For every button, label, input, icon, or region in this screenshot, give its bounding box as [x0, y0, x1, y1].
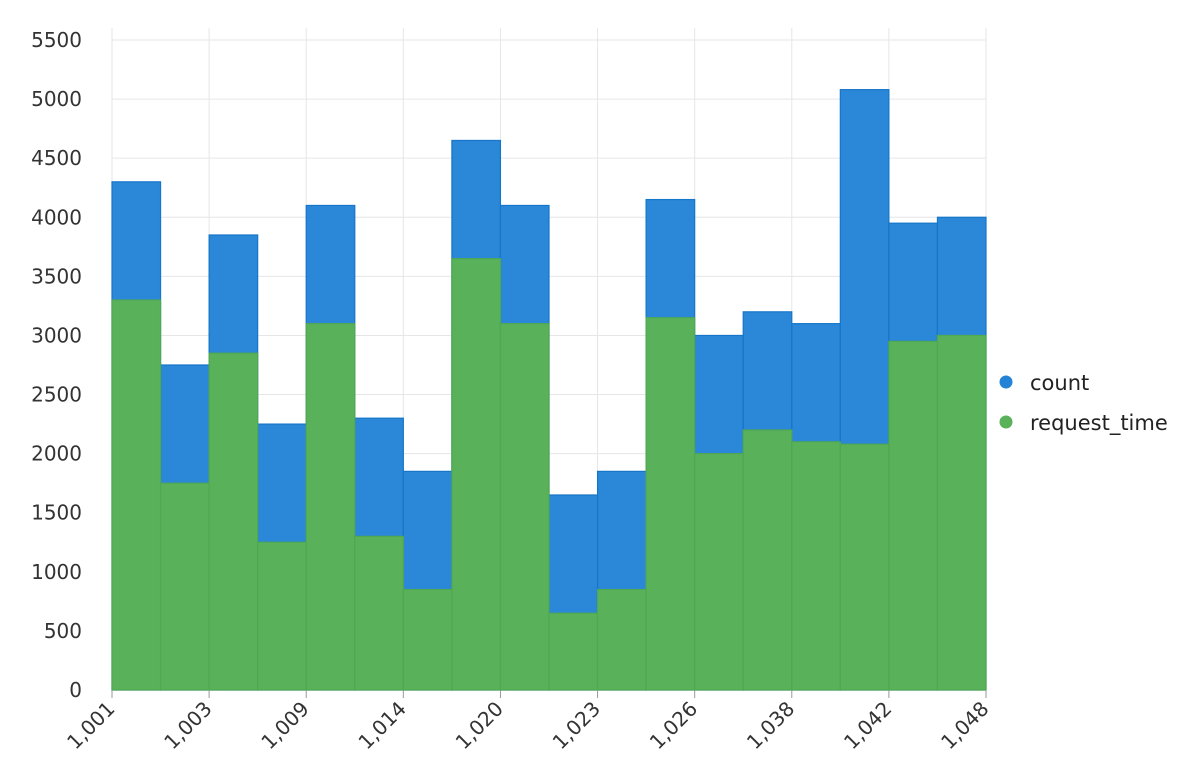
x-axis: 1,001 1,003 1,009 1,014 1,020 1,023 1,026 1,038… — [62, 690, 994, 754]
bar-request_time[interactable] — [402, 588, 453, 691]
y-tick-label: 4500 — [31, 146, 82, 170]
bar-request_time[interactable] — [645, 317, 696, 691]
x-tick-label: 1,020 — [451, 697, 508, 754]
y-tick-label: 1000 — [31, 560, 82, 584]
legend-label-request_time[interactable]: request_time — [1030, 411, 1168, 436]
bar-request_time[interactable] — [451, 258, 502, 691]
bar-request_time[interactable] — [111, 299, 162, 691]
y-tick-label: 0 — [69, 678, 82, 702]
x-tick-label: 1,009 — [256, 697, 313, 754]
bar-request_time[interactable] — [936, 334, 987, 691]
x-tick-label: 1,003 — [159, 697, 216, 754]
bar-request_time[interactable] — [888, 340, 939, 691]
y-axis: 0 500 1000 1500 2000 2500 3000 3500 4000 4500 5000… — [31, 28, 82, 702]
y-tick-label: 4000 — [31, 205, 82, 229]
bar-request_time[interactable] — [791, 441, 841, 691]
bar-request_time[interactable] — [596, 588, 647, 691]
y-tick-label: 5000 — [31, 87, 82, 111]
y-tick-label: 500 — [44, 619, 82, 643]
bar-request_time[interactable] — [257, 541, 307, 691]
legend-marker-count — [999, 375, 1013, 389]
bar-request_time[interactable] — [354, 535, 404, 691]
legend-marker-request_time — [999, 415, 1013, 429]
y-tick-label: 3500 — [31, 264, 82, 288]
series-request_time — [111, 258, 987, 691]
legend: count request_time — [999, 371, 1168, 436]
x-tick-label: 1,023 — [548, 697, 605, 754]
x-tick-label: 1,014 — [353, 697, 410, 754]
bar-request_time[interactable] — [499, 323, 550, 691]
bar-request_time[interactable] — [305, 323, 356, 691]
x-tick-label: 1,038 — [742, 697, 799, 754]
legend-label-count[interactable]: count — [1030, 371, 1089, 395]
x-tick-label: 1,026 — [645, 697, 702, 754]
bars — [111, 89, 987, 691]
bar-request_time[interactable] — [159, 482, 210, 691]
y-tick-label: 5500 — [31, 28, 82, 52]
bar-request_time[interactable] — [208, 352, 259, 691]
x-tick-label: 1,001 — [62, 697, 119, 754]
y-tick-label: 2500 — [31, 383, 82, 407]
bar-request_time[interactable] — [548, 612, 599, 691]
y-tick-label: 2000 — [31, 442, 82, 466]
y-tick-label: 3000 — [31, 323, 82, 347]
bar-request_time[interactable] — [694, 453, 744, 691]
bar-request_time[interactable] — [839, 443, 890, 691]
bar-request_time[interactable] — [742, 429, 793, 691]
x-tick-label: 1,048 — [936, 697, 993, 754]
y-tick-label: 1500 — [31, 501, 82, 525]
x-tick-label: 1,042 — [839, 697, 896, 754]
